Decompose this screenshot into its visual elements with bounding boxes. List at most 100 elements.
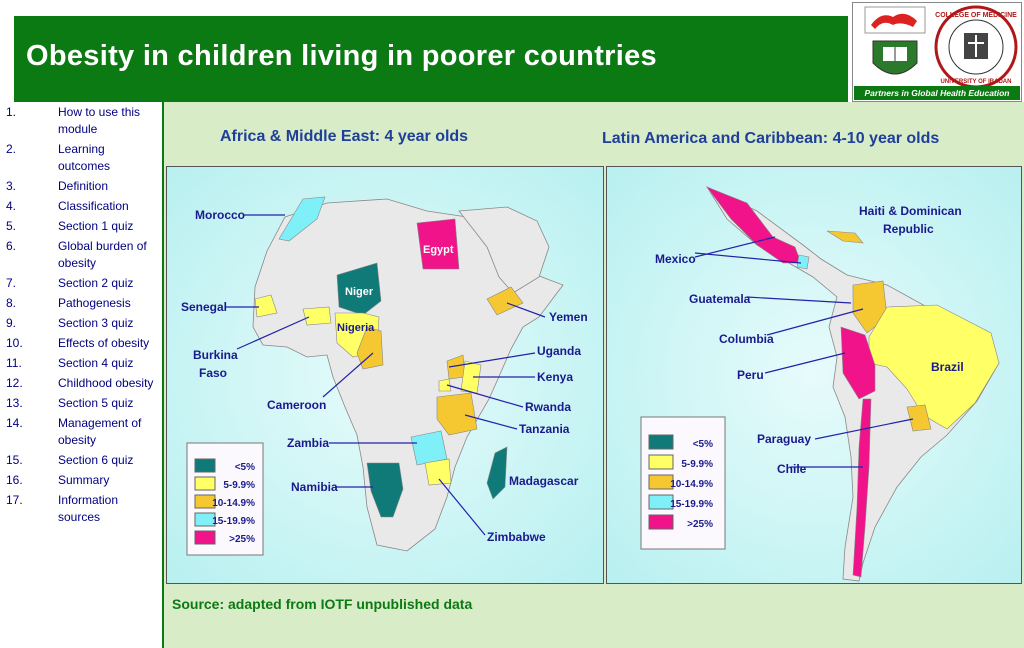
- legend-swatch: [648, 454, 674, 470]
- sidebar-item-label: Effects of obesity: [58, 336, 150, 350]
- sidebar-item[interactable]: 17. Information sources: [0, 492, 162, 526]
- legend-label: 15-19.9%: [212, 516, 255, 527]
- country-tanzania: [436, 392, 478, 436]
- sidebar-item[interactable]: 12. Childhood obesity: [0, 375, 162, 392]
- sidebar-item[interactable]: 1. How to use this module: [0, 104, 162, 138]
- svg-text:COLLEGE OF MEDICINE: COLLEGE OF MEDICINE: [935, 12, 1017, 19]
- logos-graphic: COLLEGE OF MEDICINE UNIVERSITY OF IBADAN: [864, 5, 1018, 89]
- svg-text:UNIVERSITY OF IBADAN: UNIVERSITY OF IBADAN: [941, 79, 1012, 85]
- label-zimbabwe: Zimbabwe: [487, 530, 546, 544]
- sidebar-item-number: 4.: [6, 199, 17, 213]
- sidebar-item-number: 10.: [6, 336, 23, 350]
- label-haiti-line1: Haiti & Dominican: [859, 204, 962, 218]
- label-peru: Peru: [737, 368, 764, 382]
- legend-swatch: [648, 434, 674, 450]
- label-namibia: Namibia: [291, 480, 338, 494]
- legend-swatch: [194, 494, 216, 509]
- logo-panel: COLLEGE OF MEDICINE UNIVERSITY OF IBADAN…: [852, 2, 1022, 102]
- sidebar-item[interactable]: 13. Section 5 quiz: [0, 395, 162, 412]
- country-yemen: [486, 286, 524, 316]
- legend-swatch: [648, 474, 674, 490]
- sidebar-item-label: Section 6 quiz: [58, 453, 134, 467]
- label-paraguay: Paraguay: [757, 432, 811, 446]
- sidebar-item-label: Global burden of obesity: [58, 239, 147, 270]
- sidebar-item-label: How to use this module: [58, 105, 141, 136]
- sidebar-item-label: Information sources: [58, 493, 119, 524]
- legend-label: 10-14.9%: [212, 498, 255, 509]
- sidebar-item-number: 17.: [6, 493, 23, 507]
- country-zambia: [410, 430, 448, 466]
- legend-label: >25%: [687, 519, 713, 530]
- legend-label: <5%: [235, 462, 255, 473]
- sidebar-item[interactable]: 7. Section 2 quiz: [0, 275, 162, 292]
- label-morocco: Morocco: [195, 208, 245, 222]
- sidebar-item[interactable]: 14. Management of obesity: [0, 415, 162, 449]
- page-title: Obesity in children living in poorer cou…: [26, 40, 657, 72]
- header-banner: Obesity in children living in poorer cou…: [14, 16, 848, 102]
- label-tanzania: Tanzania: [519, 422, 570, 436]
- sidebar-item[interactable]: 5. Section 1 quiz: [0, 218, 162, 235]
- sidebar-item-number: 2.: [6, 142, 17, 156]
- sidebar-item-label: Management of obesity: [58, 416, 142, 447]
- sidebar-item-label: Section 3 quiz: [58, 316, 134, 330]
- country-niger: [336, 262, 382, 316]
- sidebar-item[interactable]: 6. Global burden of obesity: [0, 238, 162, 272]
- sidebar-item[interactable]: 10. Effects of obesity: [0, 335, 162, 352]
- sidebar-item-number: 12.: [6, 376, 23, 390]
- module-sidebar: 1. How to use this module 2. Learning outco…: [0, 102, 164, 648]
- sidebar-item-label: Childhood obesity: [58, 376, 154, 390]
- label-chile: Chile: [777, 462, 807, 476]
- legend-swatch: [194, 530, 216, 545]
- sidebar-item-number: 16.: [6, 473, 23, 487]
- sidebar-item-number: 8.: [6, 296, 17, 310]
- sidebar-item-label: Summary: [58, 473, 110, 487]
- sidebar-item[interactable]: 8. Pathogenesis: [0, 295, 162, 312]
- latam-map: Brazil Haiti & Dominican Republic Mexico…: [640, 186, 1000, 582]
- africa-map-panel: Egypt Niger Nigeria Morocco Senegal: [166, 166, 604, 584]
- label-columbia: Columbia: [719, 332, 774, 346]
- sidebar-item[interactable]: 16. Summary: [0, 472, 162, 489]
- label-brazil-onmap: Brazil: [931, 360, 964, 374]
- country-senegal: [254, 294, 278, 318]
- label-cameroon: Cameroon: [267, 398, 326, 412]
- sidebar-item-number: 1.: [6, 105, 17, 119]
- sidebar-item[interactable]: 4. Classification: [0, 198, 162, 215]
- country-guatemala: [796, 254, 810, 270]
- sidebar-item-label: Section 1 quiz: [58, 219, 134, 233]
- sidebar-item-number: 14.: [6, 416, 23, 430]
- country-madagascar: [486, 446, 508, 500]
- country-kenya: [460, 360, 482, 394]
- sidebar-item-number: 11.: [6, 356, 22, 370]
- sidebar-item-label: Section 5 quiz: [58, 396, 134, 410]
- africa-leader-lines: [225, 214, 546, 536]
- legend-label: <5%: [693, 439, 713, 450]
- label-burkina-line1: Burkina: [193, 348, 238, 362]
- label-zambia: Zambia: [287, 436, 329, 450]
- sidebar-item[interactable]: 9. Section 3 quiz: [0, 315, 162, 332]
- country-hispaniola: [826, 230, 864, 244]
- sidebar-item-number: 13.: [6, 396, 23, 410]
- sidebar-item[interactable]: 2. Learning outcomes: [0, 141, 162, 175]
- label-egypt-onmap: Egypt: [423, 244, 454, 256]
- sidebar-item-number: 15.: [6, 453, 23, 467]
- sidebar-item-number: 6.: [6, 239, 17, 253]
- africa-map-title: Africa & Middle East: 4 year olds: [220, 128, 469, 145]
- sidebar-item[interactable]: 3. Definition: [0, 178, 162, 195]
- sidebar-item-label: Learning outcomes: [58, 142, 111, 173]
- sidebar-item[interactable]: 15. Section 6 quiz: [0, 452, 162, 469]
- latam-leader-lines: [694, 236, 914, 468]
- arabian-peninsula: [458, 206, 550, 294]
- legend-label: >25%: [229, 534, 255, 545]
- label-haiti-line2: Republic: [883, 222, 934, 236]
- source-note: Source: adapted from IOTF unpublished da…: [172, 596, 473, 612]
- country-zimbabwe: [424, 458, 452, 486]
- sidebar-item[interactable]: 11. Section 4 quiz: [0, 355, 162, 372]
- latam-map-title: Latin America and Caribbean: 4-10 year o…: [602, 130, 940, 147]
- country-morocco: [278, 196, 326, 242]
- legend-swatch: [648, 514, 674, 530]
- label-yemen: Yemen: [549, 310, 588, 324]
- label-rwanda: Rwanda: [525, 400, 571, 414]
- partners-tagline: Partners in Global Health Education: [854, 86, 1020, 100]
- sidebar-item-number: 3.: [6, 179, 17, 193]
- country-egypt: [416, 218, 460, 270]
